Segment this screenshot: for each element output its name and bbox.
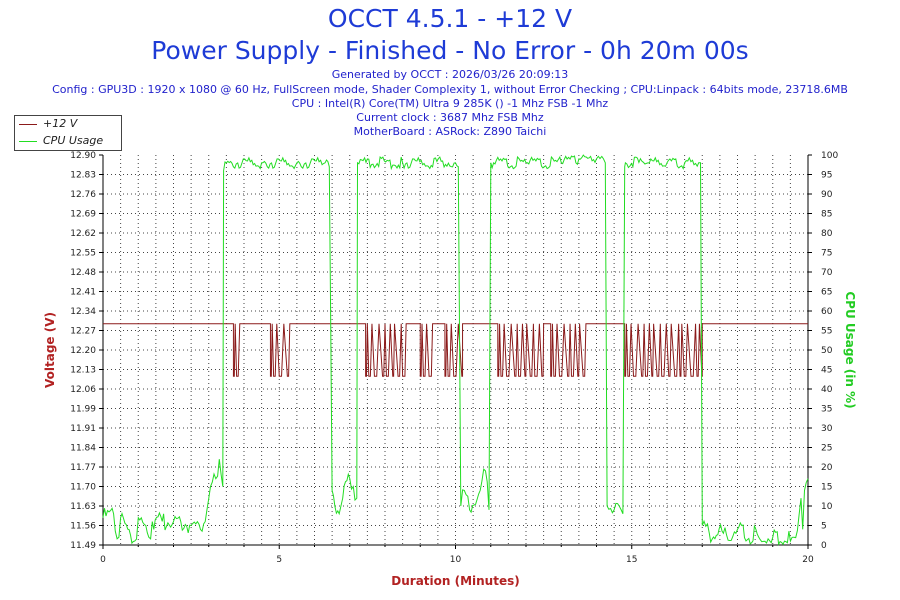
left-tick-label: 11.63 (70, 502, 96, 512)
left-tick-label: 12.48 (70, 268, 96, 278)
left-tick-label: 11.49 (70, 541, 96, 551)
right-tick-label: 20 (821, 463, 833, 473)
legend-swatch-cpu (19, 141, 37, 142)
right-tick-label: 10 (821, 502, 833, 512)
legend-label-cpu: CPU Usage (43, 134, 104, 147)
left-tick-label: 11.70 (70, 483, 96, 493)
right-tick-label: 70 (821, 268, 833, 278)
right-tick-label: 45 (821, 366, 832, 376)
legend: +12 V CPU Usage (14, 115, 122, 151)
left-tick-label: 12.55 (70, 249, 96, 259)
bottom-tick-label: 20 (802, 555, 814, 565)
left-tick-label: 11.91 (70, 424, 96, 434)
left-tick-label: 12.83 (70, 171, 96, 181)
bottom-tick-label: 10 (450, 555, 462, 565)
left-tick-label: 12.06 (70, 385, 96, 395)
right-tick-label: 95 (821, 171, 832, 181)
left-tick-label: 11.56 (70, 522, 96, 532)
right-tick-label: 50 (821, 346, 833, 356)
bottom-tick-label: 0 (100, 555, 106, 565)
legend-item-cpu: CPU Usage (15, 133, 121, 149)
right-tick-label: 40 (821, 385, 833, 395)
left-tick-label: 12.41 (70, 288, 96, 298)
left-tick-label: 12.62 (70, 229, 96, 239)
cpu-info: CPU : Intel(R) Core(TM) Ultra 9 285K () … (291, 97, 609, 110)
y-axis-title: Voltage (V) (43, 312, 57, 388)
x-axis-title: Duration (Minutes) (391, 574, 519, 588)
right-tick-label: 55 (821, 327, 832, 337)
right-tick-label: 65 (821, 288, 832, 298)
legend-item-voltage: +12 V (15, 116, 121, 132)
left-tick-label: 11.99 (70, 405, 96, 415)
right-tick-label: 25 (821, 444, 832, 454)
chart-title-line-2: Power Supply - Finished - No Error - 0h … (151, 36, 749, 65)
clock-info: Current clock : 3687 Mhz FSB Mhz (356, 111, 544, 124)
y2-axis-title: CPU Usage (in %) (843, 291, 857, 408)
right-tick-label: 100 (821, 151, 838, 161)
config-info: Config : GPU3D : 1920 x 1080 @ 60 Hz, Fu… (52, 83, 848, 96)
voltage-series-line (103, 323, 808, 377)
left-tick-label: 12.34 (70, 307, 96, 317)
left-tick-label: 12.13 (70, 366, 96, 376)
right-tick-label: 90 (821, 190, 833, 200)
right-tick-label: 15 (821, 483, 832, 493)
right-tick-label: 30 (821, 424, 833, 434)
bottom-tick-label: 15 (626, 555, 637, 565)
motherboard-info: MotherBoard : ASRock: Z890 Taichi (353, 125, 547, 138)
right-tick-label: 85 (821, 210, 832, 220)
left-tick-label: 12.69 (70, 210, 96, 220)
left-tick-label: 11.84 (70, 444, 96, 454)
left-tick-label: 12.27 (70, 327, 96, 337)
right-tick-label: 80 (821, 229, 833, 239)
cpu-usage-series-line (102, 154, 809, 546)
right-tick-label: 5 (821, 522, 827, 532)
chart-title-line-1: OCCT 4.5.1 - +12 V (327, 4, 573, 33)
right-tick-label: 75 (821, 249, 832, 259)
left-tick-label: 11.77 (70, 463, 96, 473)
right-tick-label: 60 (821, 307, 833, 317)
legend-label-voltage: +12 V (43, 117, 78, 130)
left-tick-label: 12.76 (70, 190, 96, 200)
right-tick-label: 35 (821, 405, 832, 415)
bottom-tick-label: 5 (276, 555, 282, 565)
right-tick-label: 0 (821, 541, 827, 551)
left-tick-label: 12.20 (70, 346, 96, 356)
left-tick-label: 12.90 (70, 151, 96, 161)
legend-swatch-voltage (19, 124, 37, 125)
generated-info: Generated by OCCT : 2026/03/26 20:09:13 (331, 68, 569, 81)
